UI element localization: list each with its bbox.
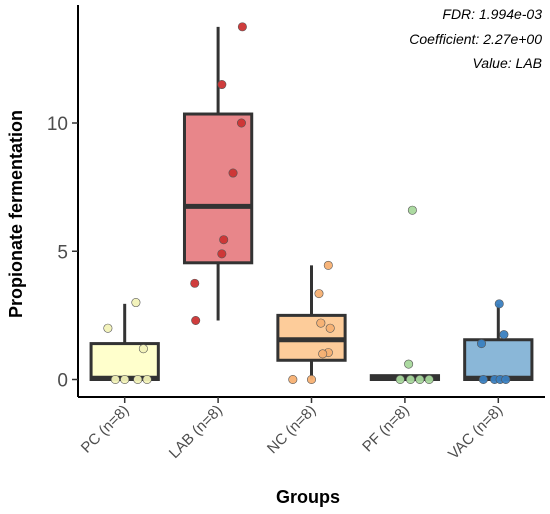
data-point [404, 359, 414, 369]
data-point [133, 374, 143, 384]
annotation-value: Value: LAB [472, 55, 542, 71]
data-point [314, 289, 324, 299]
x-axis-title: Groups [276, 487, 340, 507]
data-point [288, 374, 298, 384]
data-point [237, 22, 247, 32]
data-point [219, 235, 229, 245]
data-point [318, 349, 328, 359]
annotation-coefficient: Coefficient: 2.27e+00 [409, 31, 542, 47]
y-tick-label: 5 [57, 242, 68, 263]
data-point [142, 374, 152, 384]
box-iqr [182, 112, 254, 265]
data-point [415, 374, 425, 384]
data-point [478, 374, 488, 384]
y-tick-label: 0 [57, 371, 68, 392]
data-point [316, 318, 326, 328]
y-ticks: 0 5 10 [47, 114, 78, 392]
box-iqr [463, 338, 534, 381]
x-tick-label: PC (n=8) [78, 402, 133, 457]
data-point [120, 374, 130, 384]
data-point [501, 374, 511, 384]
data-point [110, 374, 120, 384]
x-tick-label: PF (n=8) [359, 402, 413, 456]
data-point [228, 168, 238, 178]
box-group [463, 303, 534, 381]
points-layer [103, 22, 511, 384]
data-point [103, 323, 113, 333]
data-point [236, 118, 246, 128]
data-point [406, 374, 416, 384]
data-point [494, 299, 504, 309]
data-point [191, 316, 201, 326]
box-iqr [89, 342, 160, 381]
data-point [217, 80, 227, 90]
box-group [182, 26, 254, 321]
box-group [276, 265, 347, 380]
x-tick-label: LAB (n=8) [166, 402, 226, 462]
data-point [395, 374, 405, 384]
data-point [138, 344, 148, 354]
annotation-fdr: FDR: 1.994e-03 [442, 6, 542, 22]
data-point [190, 278, 200, 288]
data-point [323, 260, 333, 270]
data-point [131, 298, 141, 308]
boxes-layer [89, 26, 534, 381]
data-point [476, 339, 486, 349]
data-point [424, 374, 434, 384]
y-tick-label: 10 [47, 114, 68, 135]
data-point [217, 249, 227, 259]
data-point [306, 374, 316, 384]
data-point [325, 323, 335, 333]
data-point [499, 330, 509, 340]
data-point [407, 205, 417, 215]
x-tick-label: VAC (n=8) [445, 402, 506, 463]
y-axis-title: Propionate fermentation [6, 110, 26, 318]
box-group [89, 303, 160, 381]
x-tick-label: NC (n=8) [264, 402, 319, 457]
x-ticks: PC (n=8) LAB (n=8) NC (n=8) PF (n=8) VAC (n=… [78, 397, 506, 463]
